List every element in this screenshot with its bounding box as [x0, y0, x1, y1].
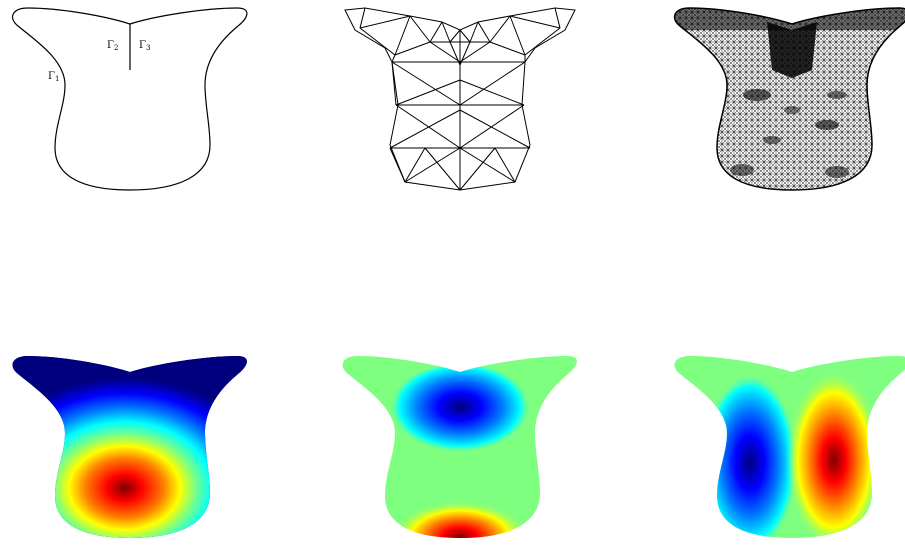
eigenfunction-1-panel — [12, 356, 247, 538]
eigenfunction-3-panel — [674, 356, 905, 538]
coarse-mesh — [344, 7, 576, 191]
fine-mesh-panel — [673, 7, 905, 191]
coarse-mesh-panel — [344, 7, 576, 191]
eigenfunction-1-field — [12, 356, 247, 538]
gamma-3-label: Γ3 — [139, 40, 150, 52]
eigenfunction-2-field — [342, 356, 577, 538]
eigenfunction-3-field — [674, 356, 905, 538]
gamma-1-label: Γ1 — [48, 71, 59, 83]
domain-outline-panel: Γ1 Γ2 Γ3 — [11, 7, 248, 191]
gamma-2-label: Γ2 — [107, 40, 118, 52]
eigenfunction-2-panel — [342, 356, 577, 538]
